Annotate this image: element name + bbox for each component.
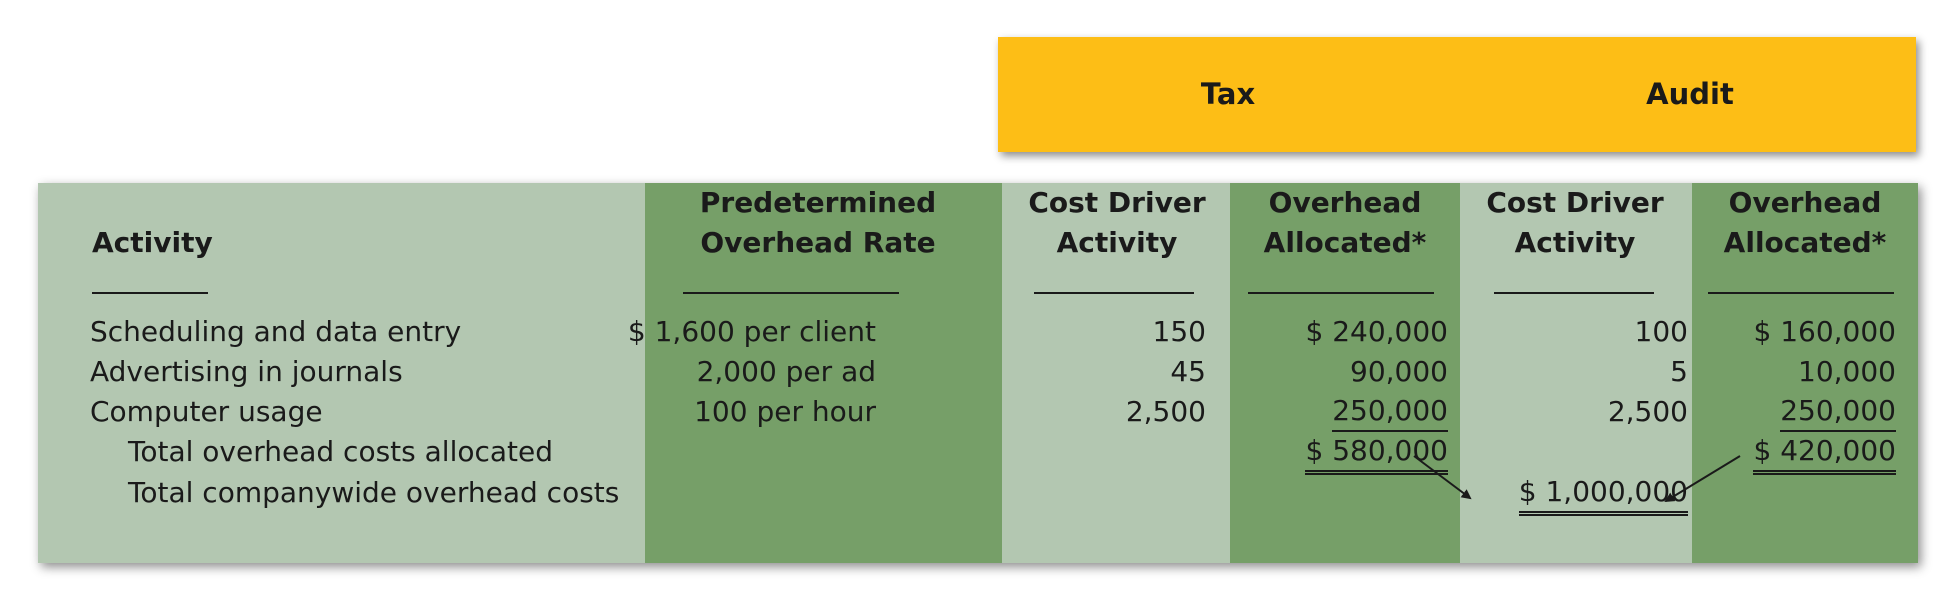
rate-header-rule <box>683 292 899 294</box>
rate-column <box>645 183 1002 563</box>
row-2-tax-driver: 45 <box>1170 355 1206 388</box>
row-2-tax-allocated: 90,000 <box>1350 355 1448 388</box>
row-1-audit-driver: 100 <box>1634 315 1688 348</box>
row-1-audit-allocated: $ 160,000 <box>1753 315 1896 348</box>
row-3-tax-driver: 2,500 <box>1125 395 1206 428</box>
row-2-audit-driver: 5 <box>1670 355 1688 388</box>
overhead-allocation-table: Activity Predetermined Overhead Rate Cos… <box>38 183 1918 563</box>
tax-allocated-column <box>1230 183 1460 563</box>
tax-driver-column <box>1002 183 1230 563</box>
row-3-activity: Computer usage <box>90 395 323 428</box>
row-3-rate: 100 per hour <box>694 395 876 428</box>
activity-header-rule <box>92 292 208 294</box>
audit-allocated-header-rule <box>1708 292 1894 294</box>
row-1-tax-allocated: $ 240,000 <box>1305 315 1448 348</box>
companywide-label: Total companywide overhead costs <box>128 476 620 509</box>
tax-header: Tax <box>1200 77 1256 111</box>
row-3-tax-allocated: 250,000 <box>1332 392 1448 432</box>
activity-header: Activity <box>92 226 213 259</box>
rate-header: Predetermined Overhead Rate <box>699 186 937 259</box>
tax-allocated-header-rule <box>1248 292 1434 294</box>
audit-driver-header: Cost Driver Activity <box>1486 186 1664 259</box>
audit-header: Audit <box>1646 77 1734 111</box>
audit-allocated-column <box>1692 183 1918 563</box>
row-1-activity: Scheduling and data entry <box>90 315 462 348</box>
tax-driver-header-rule <box>1034 292 1194 294</box>
tax-total-allocated: $ 580,000 <box>1305 432 1448 475</box>
row-3-audit-driver: 2,500 <box>1607 395 1688 428</box>
audit-to-companywide-arrow <box>1664 455 1741 503</box>
total-arrows <box>1413 455 1741 503</box>
row-1-tax-driver: 150 <box>1152 315 1206 348</box>
tax-to-companywide-arrow <box>1413 455 1472 500</box>
total-allocated-label: Total overhead costs allocated <box>128 435 554 468</box>
audit-driver-header-rule <box>1494 292 1654 294</box>
row-3-audit-allocated: 250,000 <box>1780 392 1896 432</box>
tax-driver-header: Cost Driver Activity <box>1028 186 1206 259</box>
companywide-total: $ 1,000,000 <box>1518 473 1688 516</box>
activity-column <box>38 183 645 563</box>
audit-allocated-header: Overhead Allocated* <box>1723 186 1887 259</box>
department-banner: Tax Audit <box>998 37 1916 152</box>
row-2-audit-allocated: 10,000 <box>1798 355 1896 388</box>
audit-total-allocated: $ 420,000 <box>1753 432 1896 475</box>
row-1-rate: $ 1,600 per client <box>627 315 876 348</box>
row-2-activity: Advertising in journals <box>90 355 403 388</box>
tax-allocated-header: Overhead Allocated* <box>1263 186 1427 259</box>
audit-driver-column <box>1460 183 1692 563</box>
row-2-rate: 2,000 per ad <box>696 355 876 388</box>
